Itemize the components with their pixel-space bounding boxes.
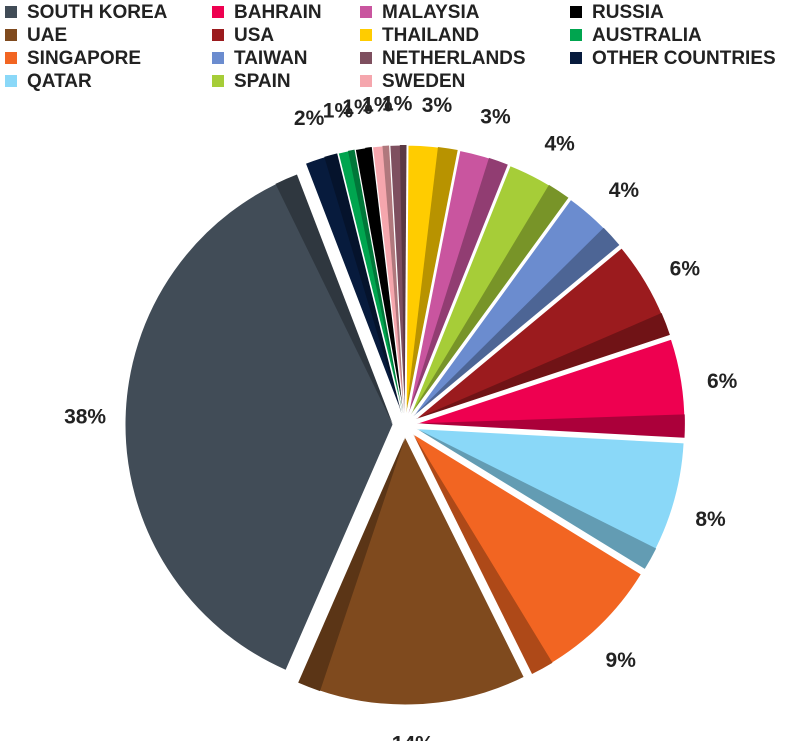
data-label: 8% [695,508,726,531]
legend-label: TAIWAN [234,48,308,69]
data-label: 4% [544,132,575,155]
pie-slice-edge [408,157,508,414]
pie-slice [354,146,404,414]
legend-swatch [212,29,224,41]
pie-slice-edge [382,145,404,414]
data-label: 2% [294,107,325,130]
data-label: 6% [670,257,701,280]
legend-label: USA [234,25,274,46]
legend-label: BAHRAIN [234,2,322,23]
pie-slice-edge [365,146,404,414]
data-label: 1% [362,94,393,117]
data-label: 6% [707,370,738,393]
legend-swatch [570,52,582,64]
pie-slice-edge [416,428,657,569]
legend-swatch [5,75,17,87]
legend-swatch [360,6,372,18]
data-label: 14% [392,732,434,741]
legend-swatch [570,6,582,18]
pie-slice-edge [406,146,458,414]
legend-swatch [5,29,17,41]
legend-swatch [360,75,372,87]
legend-swatch [360,52,372,64]
legend-swatch [5,52,17,64]
pie-slice-edge [324,153,402,414]
legend-label: SOUTH KOREA [27,2,168,23]
legend-label: AUSTRALIA [592,25,702,46]
pie-slice-edge [347,149,403,414]
legend-label: SINGAPORE [27,48,141,69]
legend-swatch [5,6,17,18]
legend-label: SWEDEN [382,71,465,92]
data-label: 38% [64,405,106,428]
legend-label: SPAIN [234,71,291,92]
pie-slice-edge [416,414,685,438]
data-label: 3% [422,94,453,117]
pie-slice [371,144,405,414]
legend-label: RUSSIA [592,2,664,23]
legend-swatch [212,75,224,87]
pie-slice-edge [298,436,406,692]
legend-swatch [212,52,224,64]
data-label: 3% [480,106,511,129]
legend-swatch [360,29,372,41]
pie-slice-edge [415,313,670,420]
data-label: 1% [323,100,354,123]
legend-label: UAE [27,25,67,46]
legend-swatch [212,6,224,18]
legend-swatch [570,29,582,41]
pie-slice-edge [413,227,620,417]
data-label: 1% [342,96,373,119]
legend-label: OTHER COUNTRIES [592,48,776,69]
data-label: 1% [382,93,413,116]
pie-slice [416,338,686,439]
pie-slice-edge [410,184,569,415]
legend-label: QATAR [27,71,92,92]
pie-slice-edge [399,145,407,414]
legend-label: NETHERLANDS [382,48,526,69]
pie-slice-edge [275,174,394,425]
pie-slice [412,198,621,417]
pie-slice [124,173,394,672]
pie-slice-edge [413,433,553,675]
legend-label: THAILAND [382,25,479,46]
legend-label: MALAYSIA [382,2,480,23]
data-label: 9% [606,649,637,672]
data-label: 4% [609,179,640,202]
